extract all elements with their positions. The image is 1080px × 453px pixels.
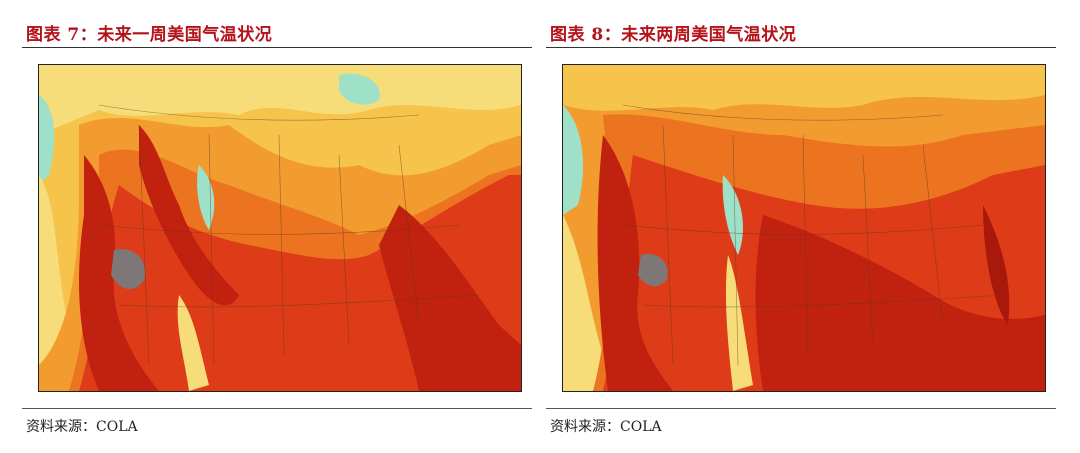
figure-7-bottom-rule [22, 408, 532, 409]
figure-7-top-rule [22, 47, 532, 48]
figure-7-temperature-map [38, 64, 522, 392]
figure-8-title: 图表 8：未来两周美国气温状况 [550, 25, 797, 45]
figure-7-panel: 图表 7：未来一周美国气温状况 [22, 0, 532, 453]
figure-8-top-rule [546, 47, 1056, 48]
figure-7-title: 图表 7：未来一周美国气温状况 [26, 25, 273, 45]
us-temperature-map-week1 [39, 65, 521, 391]
figure-8-source: 资料来源：COLA [550, 419, 662, 435]
us-temperature-map-week2 [563, 65, 1045, 391]
figure-8-temperature-map [562, 64, 1046, 392]
figure-8-bottom-rule [546, 408, 1056, 409]
figure-8-panel: 图表 8：未来两周美国气温状况 [546, 0, 1056, 453]
figure-7-source: 资料来源：COLA [26, 419, 138, 435]
